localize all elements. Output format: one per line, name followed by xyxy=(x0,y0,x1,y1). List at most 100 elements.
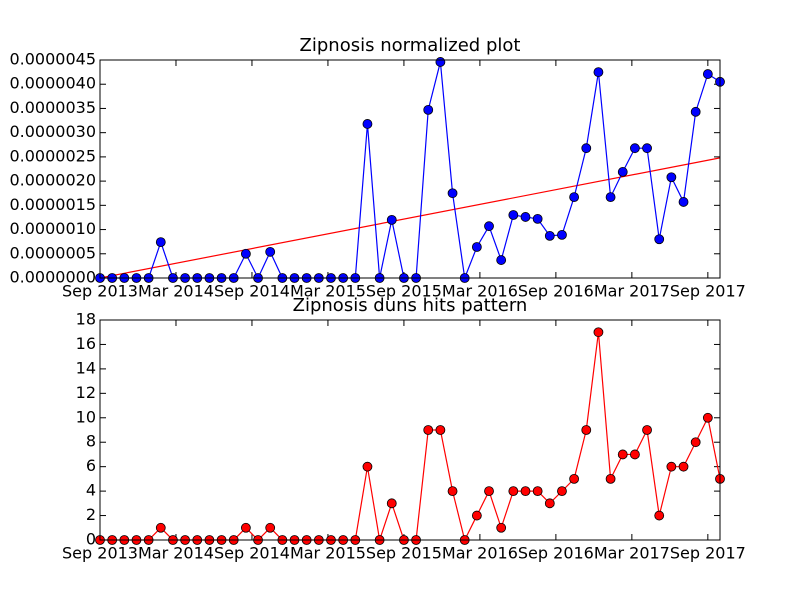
data-point xyxy=(532,486,543,497)
data-point xyxy=(630,449,640,460)
data-point xyxy=(447,486,458,497)
data-point xyxy=(593,67,604,78)
y-tick-label: 0 xyxy=(86,530,96,549)
y-tick-label: 0.0000040 xyxy=(9,74,96,93)
x-tick-label: Sep 2016 xyxy=(518,282,594,301)
y-tick-label: 10 xyxy=(76,407,96,426)
x-tick-label: Sep 2017 xyxy=(670,544,746,563)
data-point xyxy=(690,106,701,117)
data-point xyxy=(642,143,652,154)
x-tick-label: Sep 2014 xyxy=(214,544,290,563)
data-point xyxy=(386,214,397,225)
data-point xyxy=(471,242,482,252)
data-point xyxy=(666,461,677,472)
data-point xyxy=(484,486,494,497)
data-point xyxy=(569,473,580,484)
data-point xyxy=(666,172,677,183)
data-point xyxy=(617,449,628,460)
y-tick-label: 8 xyxy=(86,432,96,451)
y-tick-label: 0.0000015 xyxy=(9,195,96,214)
axes-frame xyxy=(99,59,721,279)
data-point xyxy=(155,237,166,248)
data-point xyxy=(557,486,567,497)
x-tick-label: Sep 2016 xyxy=(518,544,594,563)
data-point xyxy=(605,192,616,202)
x-tick-label: Mar 2016 xyxy=(442,282,518,301)
x-tick-label: Mar 2017 xyxy=(594,544,670,563)
data-point xyxy=(496,255,507,265)
y-tick-label: 18 xyxy=(76,310,96,329)
x-tick-label: Sep 2015 xyxy=(366,544,442,563)
data-point xyxy=(265,522,276,533)
data-point xyxy=(508,210,519,220)
chart-title: Zipnosis normalized plot xyxy=(300,35,521,56)
y-tick-label: 0.0000030 xyxy=(9,122,96,141)
data-point xyxy=(569,192,580,202)
y-tick-label: 0.0000005 xyxy=(9,243,96,262)
x-tick-label: Sep 2014 xyxy=(214,282,290,301)
x-tick-label: Mar 2014 xyxy=(138,544,214,563)
data-point xyxy=(532,213,543,224)
data-point xyxy=(496,522,507,533)
y-tick-label: 16 xyxy=(76,334,96,353)
data-point xyxy=(484,221,494,232)
x-tick-label: Mar 2016 xyxy=(442,544,518,563)
data-point xyxy=(617,167,628,177)
data-point xyxy=(447,188,458,199)
x-tick-label: Sep 2013 xyxy=(62,544,138,563)
data-point xyxy=(581,143,592,154)
data-point xyxy=(435,57,446,67)
data-point xyxy=(654,510,665,521)
data-point xyxy=(690,437,701,448)
data-point xyxy=(654,234,665,245)
data-point xyxy=(678,197,689,207)
y-tick-label: 0.0000000 xyxy=(9,268,96,287)
data-point xyxy=(581,425,592,435)
data-point xyxy=(702,412,713,423)
data-point xyxy=(678,461,689,472)
y-tick-label: 4 xyxy=(86,481,96,500)
x-tick-label: Sep 2015 xyxy=(366,282,442,301)
data-point xyxy=(240,248,251,259)
x-tick-label: Mar 2015 xyxy=(290,544,366,563)
y-tick-label: 0.0000035 xyxy=(9,98,96,117)
trend-line xyxy=(99,157,721,279)
data-point xyxy=(630,143,640,154)
x-tick-label: Sep 2013 xyxy=(62,282,138,301)
series-line xyxy=(100,332,721,542)
data-point xyxy=(265,246,276,257)
y-tick-label: 2 xyxy=(86,505,96,524)
y-tick-label: 6 xyxy=(86,456,96,475)
y-tick-label: 0.0000025 xyxy=(9,146,96,165)
data-point xyxy=(557,229,567,240)
data-point xyxy=(362,461,373,472)
data-point xyxy=(642,425,652,435)
axes-frame xyxy=(99,319,721,541)
data-point xyxy=(471,510,482,521)
data-point xyxy=(386,498,397,509)
x-tick-label: Sep 2017 xyxy=(670,282,746,301)
y-tick-label: 12 xyxy=(76,383,96,402)
data-point xyxy=(605,473,616,484)
data-point xyxy=(423,425,434,435)
data-point xyxy=(155,522,166,533)
data-point xyxy=(508,486,519,497)
y-tick-label: 0.0000045 xyxy=(9,50,96,69)
data-point xyxy=(520,212,531,222)
data-point xyxy=(362,119,373,129)
y-tick-label: 0.0000010 xyxy=(9,219,96,238)
data-point xyxy=(702,69,713,79)
data-point xyxy=(593,327,604,338)
y-tick-label: 14 xyxy=(76,358,96,377)
data-point xyxy=(544,498,555,509)
data-point xyxy=(544,230,555,241)
data-point xyxy=(423,104,434,115)
data-point xyxy=(435,425,446,435)
x-tick-label: Mar 2017 xyxy=(594,282,670,301)
y-tick-label: 0.0000020 xyxy=(9,171,96,190)
data-point xyxy=(520,486,531,497)
x-tick-label: Mar 2015 xyxy=(290,282,366,301)
x-tick-label: Mar 2014 xyxy=(138,282,214,301)
data-point xyxy=(240,522,251,533)
